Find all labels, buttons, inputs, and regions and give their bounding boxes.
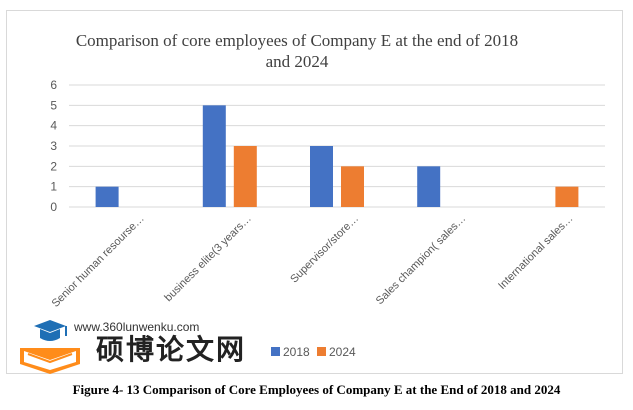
watermark-url: www.360lunwenku.com (74, 320, 200, 334)
y-tick-label: 5 (50, 98, 57, 112)
legend-label-2024: 2024 (329, 345, 356, 359)
book-cap-logo-icon (20, 320, 80, 374)
bar-2018-1 (95, 186, 119, 207)
watermark-site-name: 硕博论文网 (96, 333, 247, 366)
legend-swatch-2018 (271, 347, 280, 356)
y-tick-label: 4 (50, 119, 57, 133)
chart-title-line-1: Comparison of core employees of Company … (76, 31, 518, 50)
chart-container: Comparison of core employees of Company … (6, 10, 623, 374)
chart-title-line-2: and 2024 (266, 52, 329, 71)
x-category-label: Senior human resourse… (50, 213, 147, 310)
y-tick-label: 6 (50, 78, 57, 92)
bar-2024-2 (233, 146, 257, 207)
gridlines (69, 84, 605, 208)
bar-2024-5 (555, 186, 579, 207)
bars (95, 105, 579, 207)
y-axis-ticks: 0 1 2 3 4 5 6 (50, 78, 57, 214)
bar-2018-3 (310, 146, 333, 207)
bar-2018-2 (202, 105, 226, 207)
bar-2018-4 (417, 166, 441, 207)
bar-2024-3 (341, 166, 364, 207)
watermark: www.360lunwenku.com 硕博论文网 (10, 318, 280, 380)
x-category-label: International sales… (496, 213, 575, 292)
legend-swatch-2024 (317, 347, 326, 356)
legend-label-2018: 2018 (283, 345, 310, 359)
x-category-label: business elite(3 years… (162, 213, 253, 304)
legend: 2018 2024 (271, 345, 356, 359)
figure-caption: Figure 4- 13 Comparison of Core Employee… (72, 382, 561, 397)
y-tick-label: 2 (50, 159, 57, 173)
x-category-label: Sales champion( sales… (374, 213, 469, 308)
y-tick-label: 1 (50, 180, 57, 194)
bar-chart: Comparison of core employees of Company … (50, 31, 605, 359)
x-category-label: Supervisor/store… (288, 213, 361, 286)
y-tick-label: 0 (50, 200, 57, 214)
x-axis-labels: Senior human resourse… business elite(3 y… (50, 213, 576, 310)
y-tick-label: 3 (50, 139, 57, 153)
